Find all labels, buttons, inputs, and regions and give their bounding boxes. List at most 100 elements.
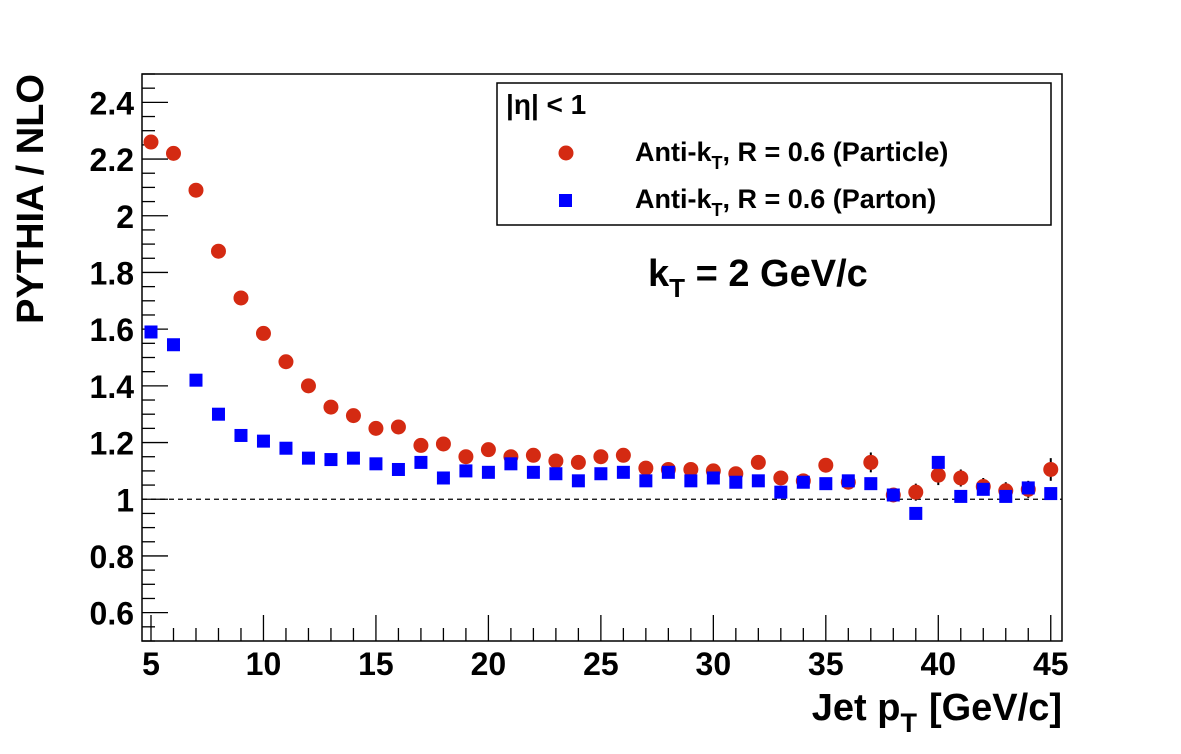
parton-point bbox=[841, 474, 855, 488]
y-tick-label: 1.6 bbox=[90, 312, 134, 348]
particle-point bbox=[953, 470, 969, 486]
particle-point bbox=[773, 470, 789, 486]
particle-point bbox=[233, 290, 249, 306]
parton-point bbox=[526, 465, 540, 479]
x-tick-label: 25 bbox=[583, 646, 619, 682]
particle-point bbox=[750, 454, 766, 470]
parton-point bbox=[571, 474, 585, 488]
y-axis-label: PYTHIA / NLO bbox=[10, 74, 52, 324]
x-tick-label: 45 bbox=[1033, 646, 1069, 682]
particle-point bbox=[593, 449, 609, 465]
particle-point bbox=[300, 378, 316, 394]
parton-point bbox=[211, 407, 225, 421]
particle-point bbox=[278, 354, 294, 370]
particle-point bbox=[458, 449, 474, 465]
parton-point bbox=[301, 451, 315, 465]
parton-point bbox=[549, 467, 563, 481]
x-axis-label-sub: T bbox=[900, 708, 917, 738]
particle-point bbox=[480, 442, 496, 458]
parton-point bbox=[414, 455, 428, 469]
parton-point bbox=[436, 471, 450, 485]
tick-labels: 0.6 0.8 1 1.2 1.4 1.6 1.8 2 2.2 2.4 5 10 15 20 25 30 35 4… bbox=[90, 85, 1069, 682]
particle-point bbox=[165, 145, 181, 161]
parton-point bbox=[346, 451, 360, 465]
parton-point bbox=[189, 373, 203, 387]
parton-point bbox=[796, 475, 810, 489]
x-tick-label: 40 bbox=[920, 646, 956, 682]
particle-point bbox=[255, 325, 271, 341]
kt-annotation-prefix: k bbox=[648, 253, 670, 295]
x-tick-label: 5 bbox=[142, 646, 160, 682]
parton-point bbox=[616, 465, 630, 479]
y-tick-label: 2.2 bbox=[90, 142, 134, 178]
parton-point bbox=[144, 325, 158, 339]
legend-label-particle-prefix: Anti-k bbox=[635, 137, 712, 167]
legend-marker-parton bbox=[559, 194, 572, 207]
x-axis-label-unit: [GeV/c] bbox=[929, 687, 1062, 729]
legend-label-parton-suffix: , R = 0.6 (Parton) bbox=[723, 184, 937, 214]
parton-point bbox=[234, 428, 248, 442]
legend-label-parton-prefix: Anti-k bbox=[635, 184, 712, 214]
parton-point bbox=[594, 467, 608, 481]
parton-point bbox=[864, 477, 878, 491]
x-tick-label: 30 bbox=[696, 646, 732, 682]
particle-point bbox=[345, 408, 361, 424]
legend: |η| < 1 Anti-kT, R = 0.6 (Particle) Anti… bbox=[496, 82, 1052, 226]
parton-point bbox=[976, 482, 990, 496]
particle-point bbox=[570, 454, 586, 470]
parton-point bbox=[751, 474, 765, 488]
particle-point bbox=[368, 420, 384, 436]
y-tick-label: 2.4 bbox=[90, 85, 135, 121]
legend-label-particle: Anti-kT, R = 0.6 (Particle) bbox=[635, 137, 948, 173]
parton-point bbox=[661, 465, 675, 479]
parton-point bbox=[706, 471, 720, 485]
x-tick-label: 35 bbox=[808, 646, 844, 682]
particle-point bbox=[188, 182, 204, 198]
parton-point bbox=[909, 506, 923, 520]
x-axis-label: Jet pT [GeV/c] bbox=[812, 687, 1062, 738]
legend-label-particle-sub: T bbox=[712, 153, 723, 173]
y-tick-label: 2 bbox=[116, 199, 134, 235]
particle-point bbox=[525, 447, 541, 463]
particle-point bbox=[413, 437, 429, 453]
particle-point bbox=[1043, 461, 1059, 477]
legend-label-particle-suffix: , R = 0.6 (Particle) bbox=[723, 137, 949, 167]
parton-point bbox=[931, 455, 945, 469]
x-axis-label-main: Jet p bbox=[812, 687, 901, 729]
y-tick-label: 1.4 bbox=[90, 369, 135, 405]
x-tick-label: 15 bbox=[358, 646, 394, 682]
parton-point bbox=[999, 489, 1013, 503]
particle-point bbox=[210, 243, 226, 259]
particle-point bbox=[143, 134, 159, 150]
parton-point bbox=[729, 475, 743, 489]
kt-annotation: kT = 2 GeV/c bbox=[648, 253, 868, 303]
y-tick-label: 1 bbox=[116, 482, 134, 518]
parton-point bbox=[459, 464, 473, 478]
legend-box bbox=[496, 82, 1052, 226]
particle-point bbox=[863, 454, 879, 470]
x-tick-label: 10 bbox=[246, 646, 282, 682]
y-tick-label: 1.2 bbox=[90, 426, 134, 462]
parton-point bbox=[481, 465, 495, 479]
particle-point bbox=[548, 453, 564, 469]
parton-point bbox=[639, 474, 653, 488]
legend-label-parton-sub: T bbox=[712, 200, 723, 220]
parton-point bbox=[684, 474, 698, 488]
particle-point bbox=[683, 461, 699, 477]
parton-point bbox=[324, 453, 338, 467]
parton-point bbox=[256, 434, 270, 448]
legend-marker-particle bbox=[558, 145, 574, 161]
legend-label-parton: Anti-kT, R = 0.6 (Parton) bbox=[635, 184, 936, 220]
particle-point bbox=[435, 436, 451, 452]
kt-annotation-sub: T bbox=[669, 273, 685, 303]
particle-point bbox=[908, 484, 924, 500]
parton-point bbox=[819, 477, 833, 491]
y-tick-label: 0.8 bbox=[90, 539, 134, 575]
parton-point bbox=[279, 441, 293, 455]
particle-point bbox=[323, 399, 339, 415]
y-tick-label: 0.6 bbox=[90, 596, 134, 632]
parton-point bbox=[166, 338, 180, 352]
x-tick-label: 20 bbox=[471, 646, 507, 682]
particle-point bbox=[930, 467, 946, 483]
